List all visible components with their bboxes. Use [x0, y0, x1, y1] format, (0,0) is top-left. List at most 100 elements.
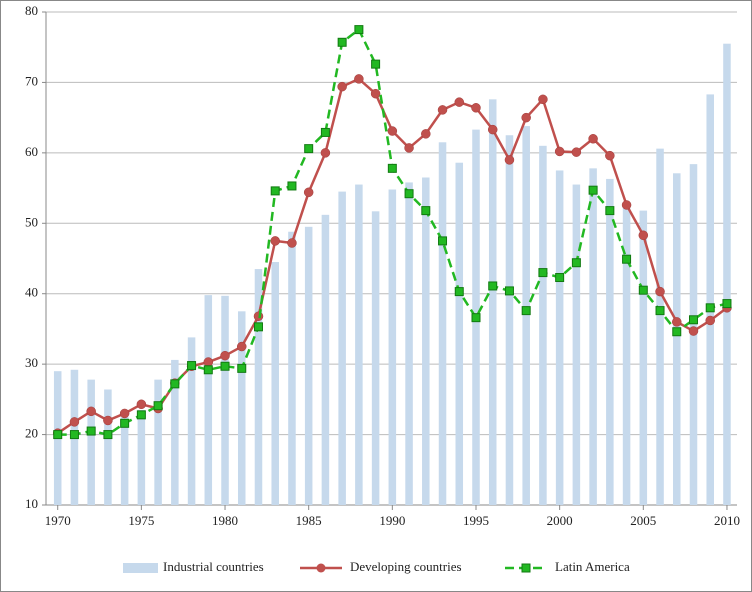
y-tick-label: 10: [25, 496, 38, 511]
marker: [337, 37, 347, 47]
marker: [488, 281, 498, 291]
marker: [555, 273, 565, 283]
bar: [438, 142, 447, 506]
x-tick-label: 2005: [630, 513, 656, 528]
x-tick-label: 1980: [212, 513, 238, 528]
bar: [589, 168, 597, 505]
bar: [405, 182, 413, 506]
marker: [454, 287, 464, 297]
bar: [321, 214, 330, 505]
bar: [572, 184, 581, 506]
bar: [371, 211, 380, 505]
marker: [220, 361, 230, 371]
marker: [538, 94, 548, 105]
marker: [605, 150, 615, 161]
marker: [554, 146, 565, 157]
x-tick-label: 1995: [463, 513, 489, 528]
marker: [203, 357, 214, 367]
bar: [304, 226, 313, 506]
marker: [487, 124, 498, 135]
marker: [471, 103, 481, 113]
bar: [656, 148, 664, 506]
bar: [104, 389, 112, 505]
bar: [488, 99, 497, 506]
marker: [588, 134, 598, 144]
y-tick-label: 80: [25, 3, 38, 18]
y-tick-label: 50: [25, 214, 38, 229]
marker: [521, 112, 531, 123]
marker: [588, 185, 598, 195]
x-tick-label: 2000: [547, 513, 573, 528]
bar: [137, 409, 146, 505]
bar: [522, 126, 530, 505]
marker: [504, 155, 515, 165]
bar: [271, 262, 279, 505]
marker: [421, 129, 431, 139]
marker: [504, 286, 514, 296]
marker: [638, 285, 648, 295]
marker: [53, 430, 63, 440]
marker: [270, 186, 280, 196]
bar: [237, 311, 246, 505]
marker: [136, 399, 147, 410]
marker: [103, 430, 113, 440]
marker: [120, 418, 130, 428]
marker: [404, 143, 414, 153]
marker: [103, 415, 113, 426]
marker: [672, 327, 682, 337]
bar: [388, 189, 397, 506]
bar: [288, 231, 296, 506]
marker: [471, 313, 481, 323]
marker: [69, 430, 79, 440]
bar: [622, 205, 631, 505]
bar: [422, 177, 430, 505]
marker: [404, 189, 414, 199]
y-tick-label: 70: [25, 73, 38, 88]
x-tick-label: 1985: [296, 513, 322, 528]
marker: [672, 317, 682, 327]
marker: [638, 230, 649, 241]
marker: [571, 258, 581, 268]
legend-marker: [521, 563, 531, 573]
marker: [287, 238, 297, 248]
bar: [606, 178, 614, 505]
bar: [505, 135, 514, 505]
bar: [639, 210, 648, 505]
marker: [371, 59, 381, 69]
legend-label: Developing countries: [350, 559, 462, 574]
marker: [86, 406, 96, 417]
y-tick-label: 60: [25, 144, 38, 159]
marker: [370, 88, 381, 99]
marker: [688, 315, 698, 325]
marker: [621, 200, 632, 210]
bar: [723, 43, 731, 505]
marker: [538, 268, 548, 278]
marker: [722, 299, 732, 309]
bar: [120, 416, 129, 505]
legend-label: Latin America: [555, 559, 630, 574]
marker: [86, 426, 96, 436]
marker: [187, 361, 197, 371]
marker: [203, 365, 213, 375]
legend-label: Industrial countries: [163, 559, 264, 574]
marker: [320, 148, 331, 158]
bar: [455, 162, 464, 505]
marker: [304, 144, 314, 154]
y-tick-label: 20: [25, 426, 38, 441]
marker: [237, 363, 247, 373]
bar: [673, 173, 681, 505]
marker: [287, 181, 297, 191]
marker: [437, 105, 448, 115]
bar: [555, 170, 564, 505]
bar: [187, 337, 196, 505]
marker: [655, 306, 665, 316]
legend-marker: [316, 563, 326, 573]
x-tick-label: 1975: [128, 513, 154, 528]
marker: [454, 97, 465, 107]
marker: [705, 315, 715, 326]
marker: [354, 74, 364, 84]
bar: [154, 379, 162, 505]
marker: [705, 303, 715, 313]
